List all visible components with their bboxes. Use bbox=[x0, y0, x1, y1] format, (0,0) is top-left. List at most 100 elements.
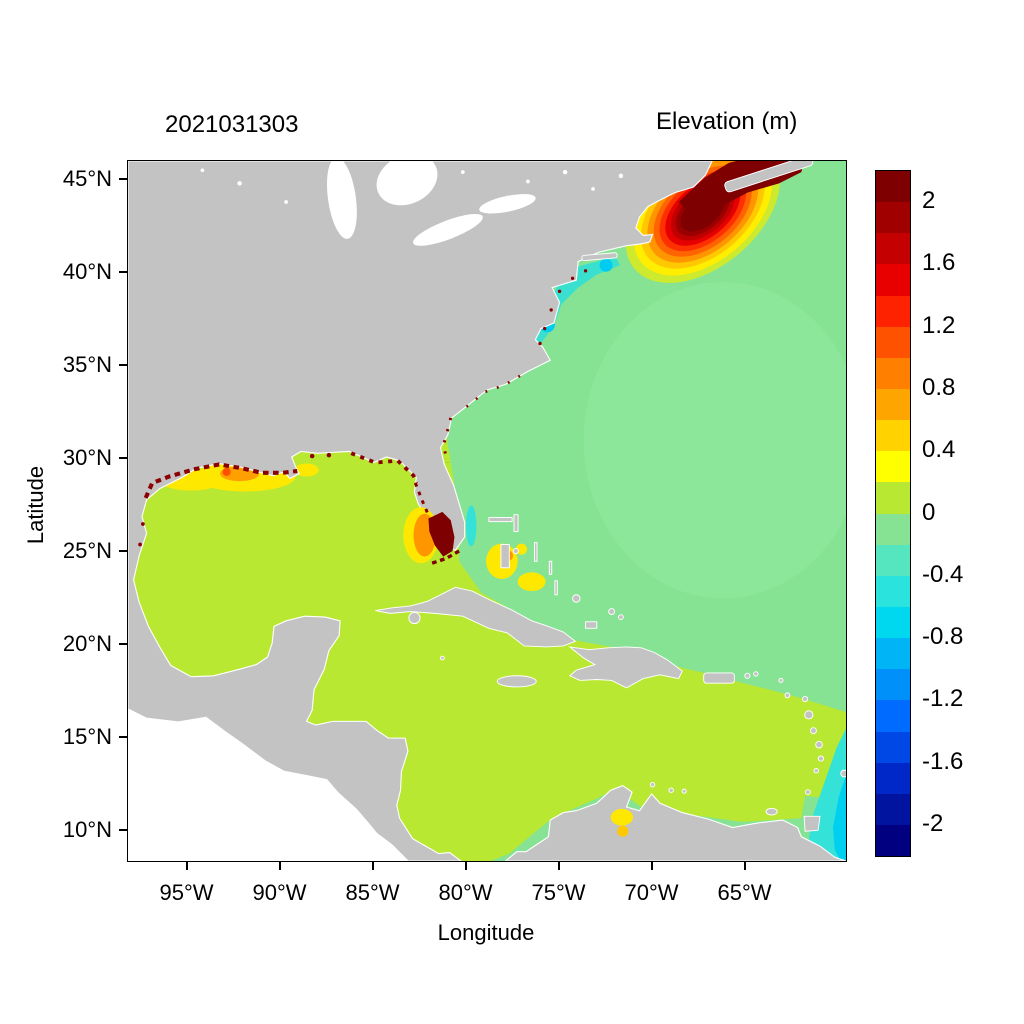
x-axis-title: Longitude bbox=[437, 920, 535, 945]
y-tick-mark bbox=[119, 736, 127, 739]
cat-island bbox=[548, 560, 553, 575]
colorbar-band bbox=[876, 575, 910, 607]
colorbar-tick-label: 2 bbox=[922, 187, 936, 215]
x-tick-label: 70°W bbox=[624, 880, 679, 905]
longisland-cyan bbox=[599, 258, 613, 272]
x-tick-label: 75°W bbox=[531, 880, 586, 905]
colorbar-tick-label: -2 bbox=[922, 809, 944, 837]
coastal-speckles bbox=[143, 371, 527, 499]
y-tick-label: 10°N bbox=[62, 817, 112, 843]
land-north-america bbox=[128, 161, 713, 861]
south-florida-flood bbox=[403, 482, 460, 565]
y-tick-label: 25°N bbox=[62, 537, 112, 563]
y-tick-label: 15°N bbox=[62, 724, 112, 750]
colorbar-band bbox=[876, 793, 910, 825]
y-tick-mark bbox=[119, 643, 127, 646]
x-tick-label: 80°W bbox=[438, 880, 493, 905]
colorbar-band bbox=[876, 638, 910, 670]
lake-huron bbox=[376, 161, 438, 206]
islands bbox=[375, 161, 846, 832]
guadeloupe bbox=[804, 710, 814, 720]
nova-scotia bbox=[724, 161, 814, 193]
colorbar-band bbox=[876, 202, 910, 234]
new-providence bbox=[512, 547, 519, 555]
x-tick-mark bbox=[650, 862, 653, 870]
colorbar-tick-label: -0.4 bbox=[922, 560, 964, 588]
st-lucia bbox=[817, 755, 824, 762]
colorbar-band bbox=[876, 388, 910, 421]
abaco bbox=[513, 514, 519, 532]
colorbar-tick-label: -0.8 bbox=[922, 623, 964, 651]
colorbar bbox=[875, 170, 911, 857]
colorbar-band bbox=[876, 326, 910, 358]
turks bbox=[618, 614, 624, 621]
colorbar-band bbox=[876, 233, 910, 265]
isle-of-youth bbox=[408, 611, 421, 625]
st-kitts bbox=[784, 692, 791, 699]
colorbar-band bbox=[876, 482, 910, 514]
colorbar-tick-label: 0 bbox=[922, 498, 936, 526]
plot-area bbox=[127, 160, 847, 862]
colorbar-tick-label: 0.4 bbox=[922, 436, 956, 464]
florida-strait-cyan bbox=[465, 505, 477, 547]
colorbar-tick-label: 1.2 bbox=[922, 311, 956, 339]
land-south-america bbox=[504, 784, 846, 861]
great-lakes bbox=[200, 161, 624, 246]
antigua bbox=[802, 695, 809, 703]
long-island-bahamas bbox=[554, 580, 558, 596]
colorbar-band bbox=[876, 295, 910, 327]
y-tick-label: 45°N bbox=[62, 165, 112, 191]
colorbar-band bbox=[876, 544, 910, 576]
colorbar-tick-label: 1.6 bbox=[922, 249, 956, 277]
andros bbox=[500, 544, 510, 569]
margarita bbox=[765, 807, 778, 816]
hispaniola bbox=[568, 646, 683, 689]
y-tick-label: 30°N bbox=[62, 444, 112, 470]
colorbar-band bbox=[876, 700, 910, 732]
y-tick-label: 20°N bbox=[62, 631, 112, 657]
colorbar-band bbox=[876, 824, 910, 857]
y-tick-label: 40°N bbox=[62, 258, 112, 284]
virgin-islands bbox=[744, 672, 751, 679]
lake-erie bbox=[413, 213, 483, 246]
y-tick-mark bbox=[119, 363, 127, 366]
y-tick-mark bbox=[119, 829, 127, 832]
colorbar-band bbox=[876, 513, 910, 545]
barbados bbox=[840, 769, 846, 778]
x-tick-mark bbox=[185, 862, 188, 870]
y-tick-label: 35°N bbox=[62, 351, 112, 377]
cayman bbox=[440, 655, 445, 661]
inagua bbox=[585, 621, 598, 629]
x-tick-mark bbox=[743, 862, 746, 870]
eleuthera bbox=[533, 542, 538, 562]
colorbar-band bbox=[876, 606, 910, 639]
colorbar-band bbox=[876, 762, 910, 794]
trinidad bbox=[803, 815, 821, 832]
coastal-speckle-dots bbox=[138, 269, 588, 547]
run-title: 2021031303 bbox=[165, 111, 299, 138]
colorbar-band bbox=[876, 171, 910, 203]
x-tick-mark bbox=[557, 862, 560, 870]
grand-bahama bbox=[488, 517, 513, 523]
st-vincent bbox=[813, 768, 819, 774]
x-tick-label: 95°W bbox=[159, 880, 214, 905]
colorbar-band bbox=[876, 669, 910, 701]
atlantic-shade-patch bbox=[583, 282, 846, 599]
y-tick-mark bbox=[119, 270, 127, 273]
bonaire bbox=[681, 788, 687, 794]
x-tick-label: 90°W bbox=[252, 880, 307, 905]
colorbar-tick-label: -1.2 bbox=[922, 685, 964, 713]
se-caribbean-cyan-deep bbox=[832, 775, 846, 861]
colorbar-tick-label: -1.6 bbox=[922, 747, 964, 775]
colorbar-title: Elevation (m) bbox=[656, 108, 798, 135]
grenada bbox=[804, 789, 811, 796]
lake-michigan bbox=[326, 161, 357, 239]
colorbar-band bbox=[876, 451, 910, 483]
x-tick-label: 85°W bbox=[345, 880, 400, 905]
y-axis-title: Latitude bbox=[23, 465, 48, 545]
x-tick-mark bbox=[278, 862, 281, 870]
puerto-rico bbox=[703, 672, 735, 684]
long-island-ny bbox=[581, 252, 618, 262]
y-tick-mark bbox=[119, 549, 127, 552]
